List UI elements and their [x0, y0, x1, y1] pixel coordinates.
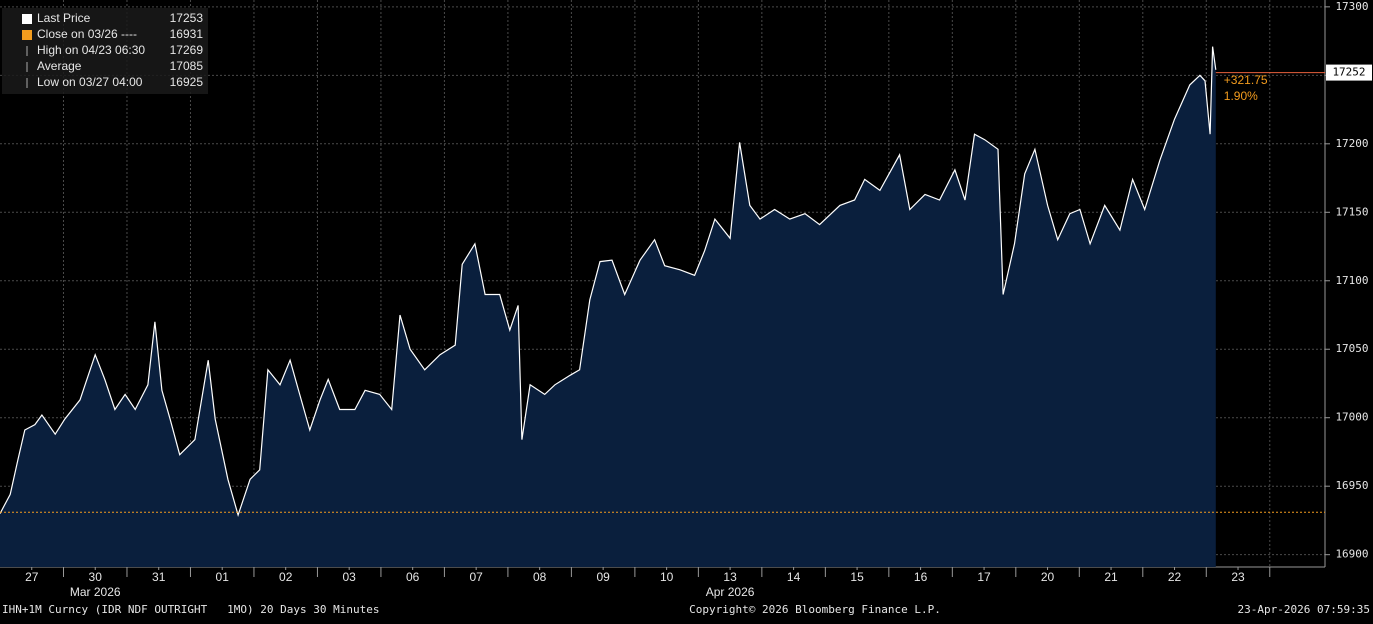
- area: [0, 46, 1216, 568]
- footer-right: 23-Apr-2026 07:59:35: [1238, 603, 1370, 616]
- x-tick-label: 16: [914, 570, 928, 584]
- x-tick-label: 07: [469, 570, 483, 584]
- x-tick-label: 13: [723, 570, 737, 584]
- x-tick-label: 31: [152, 570, 166, 584]
- x-tick-label: 10: [660, 570, 674, 584]
- y-tick-label: 16950: [1335, 479, 1368, 492]
- legend-value: 16931: [170, 27, 204, 41]
- x-tick-label: 08: [533, 570, 547, 584]
- x-tick-label: 02: [279, 570, 293, 584]
- legend-label: Last Price: [37, 11, 91, 25]
- last-price-tag: 17252: [1332, 66, 1365, 79]
- legend-value: 17085: [170, 59, 204, 73]
- legend-value: 16925: [170, 75, 204, 89]
- legend-label: High on 04/23 06:30: [37, 43, 145, 57]
- x-tick-label: 06: [406, 570, 420, 584]
- month-label: Apr 2026: [706, 585, 755, 599]
- x-tick-label: 30: [89, 570, 103, 584]
- y-tick-label: 17150: [1335, 205, 1368, 218]
- legend-swatch: [22, 30, 32, 40]
- change-pct: 1.90%: [1224, 89, 1258, 103]
- y-tick-label: 17200: [1335, 137, 1368, 150]
- legend-swatch: [22, 14, 32, 24]
- x-tick-label: 27: [25, 570, 39, 584]
- x-tick-label: 14: [787, 570, 801, 584]
- last-price-box: [1326, 64, 1372, 81]
- y-tick-label: 17100: [1335, 274, 1368, 287]
- legend-value: 17269: [170, 43, 204, 57]
- y-tick-label: 17000: [1335, 411, 1368, 424]
- y-tick-label: 17050: [1335, 342, 1368, 355]
- month-label: Mar 2026: [70, 585, 121, 599]
- x-tick-label: 15: [850, 570, 864, 584]
- y-tick-label: 16900: [1335, 548, 1368, 561]
- footer-left: IHN+1M Curncy (IDR NDF OUTRIGHT 1MO) 20 …: [2, 603, 380, 616]
- legend-value: 17253: [170, 11, 204, 25]
- x-tick-label: 09: [596, 570, 610, 584]
- x-tick-label: 17: [977, 570, 991, 584]
- legend-label: Low on 03/27 04:00: [37, 75, 143, 89]
- legend-label: Close on 03/26 ----: [37, 27, 137, 41]
- x-tick-label: 21: [1104, 570, 1118, 584]
- line: [0, 46, 1217, 518]
- x-tick-label: 23: [1231, 570, 1245, 584]
- y-tick-label: 17300: [1335, 0, 1368, 13]
- x-tick-label: 20: [1041, 570, 1055, 584]
- change: +321.75: [1224, 73, 1268, 87]
- legend-box: [2, 8, 208, 94]
- x-tick-label: 01: [216, 570, 230, 584]
- legend-label: Average: [37, 59, 82, 73]
- footer-center: Copyright© 2026 Bloomberg Finance L.P.: [689, 603, 941, 616]
- x-tick-label: 03: [343, 570, 357, 584]
- x-tick-label: 22: [1168, 570, 1182, 584]
